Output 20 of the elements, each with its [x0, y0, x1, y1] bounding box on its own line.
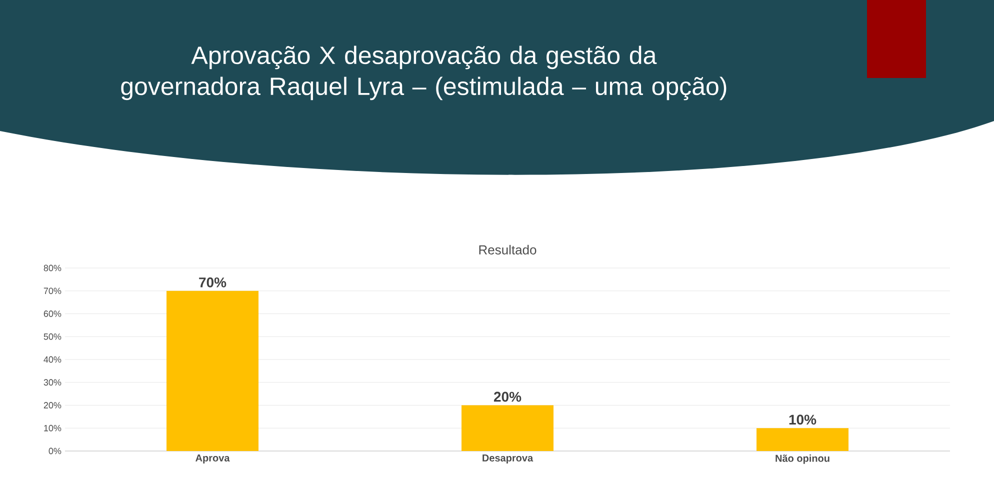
y-tick-label: 60% — [44, 310, 62, 317]
chart-subtitle: Resultado — [479, 244, 536, 254]
y-tick-label: 20% — [44, 402, 62, 408]
y-tick-label: 70% — [44, 288, 62, 294]
data-label: 10% — [789, 414, 816, 425]
bar — [166, 290, 258, 451]
y-tick-label: 80% — [44, 264, 62, 272]
y-tick-label: 30% — [44, 379, 62, 386]
x-tick-label: Não opinou — [776, 454, 830, 464]
x-tick-label: Aprova — [196, 454, 230, 464]
y-tick-label: 0% — [48, 448, 62, 454]
y-tick-label: 40% — [44, 356, 62, 363]
bar — [462, 405, 554, 451]
y-tick-label: 50% — [44, 333, 62, 340]
chart-title: Aprovação X desaprovação da gestão da governadora Raquel Lyra – (estimulada – uma opção) — [121, 46, 726, 100]
bar — [756, 428, 849, 451]
data-label: 70% — [199, 277, 226, 288]
y-tick-label: 10% — [44, 424, 62, 432]
data-label: 20% — [494, 392, 522, 402]
x-tick-label: Desaprova — [482, 454, 534, 464]
